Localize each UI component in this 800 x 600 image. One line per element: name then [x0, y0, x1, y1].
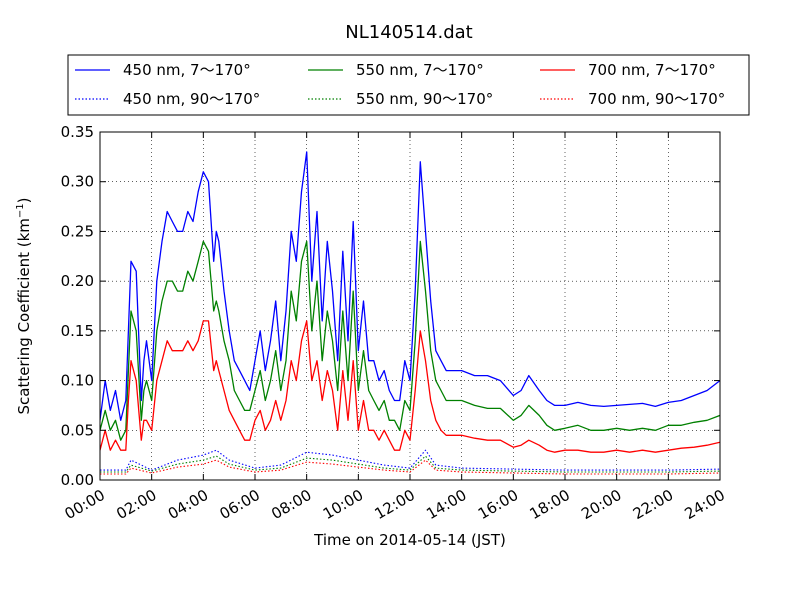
y-axis-title-main: Scattering Coefficient (km	[15, 218, 33, 414]
x-tick-label: 00:00	[62, 486, 108, 523]
y-tick-label: 0.20	[61, 272, 94, 290]
series-line-0	[100, 151, 720, 421]
y-axis-title-suffix: )	[15, 197, 33, 203]
y-tick-label: 0.00	[61, 471, 94, 489]
x-tick-label: 18:00	[527, 486, 573, 523]
legend-box	[67, 54, 750, 116]
y-axis-title-superscript: −1	[15, 203, 26, 218]
x-tick-label: 02:00	[113, 486, 159, 523]
series-line-2	[100, 320, 720, 453]
x-tick-label: 04:00	[165, 486, 211, 523]
x-tick-label: 14:00	[423, 486, 469, 523]
series-line-1	[100, 240, 720, 441]
x-tick-label: 22:00	[630, 486, 676, 523]
x-axis-title: Time on 2014-05-14 (JST)	[313, 531, 506, 549]
legend-label: 450 nm, 7～170°	[123, 61, 251, 79]
legend-label: 550 nm, 90～170°	[356, 90, 493, 108]
x-tick-label: 20:00	[578, 486, 624, 523]
y-tick-label: 0.15	[61, 322, 94, 340]
y-tick-label: 0.35	[61, 123, 94, 141]
x-tick-label: 08:00	[268, 486, 314, 523]
x-tick-label: 16:00	[475, 486, 521, 523]
y-tick-label: 0.10	[61, 372, 94, 390]
legend-label: 700 nm, 90～170°	[588, 90, 725, 108]
grid	[100, 132, 720, 480]
chart-title: NL140514.dat	[345, 22, 472, 43]
x-tick-label: 12:00	[372, 486, 418, 523]
y-tick-label: 0.25	[61, 222, 94, 240]
legend: 450 nm, 7～170° 550 nm, 7～170° 700 nm, 7～17…	[67, 54, 750, 116]
legend-label: 700 nm, 7～170°	[588, 61, 716, 79]
legend-label: 450 nm, 90～170°	[123, 90, 260, 108]
series-line-3	[100, 449, 720, 471]
series-layer	[100, 151, 720, 475]
x-tick-label: 06:00	[217, 486, 263, 523]
y-tick-label: 0.30	[61, 173, 94, 191]
legend-label: 550 nm, 7～170°	[356, 61, 484, 79]
y-tick-label: 0.05	[61, 421, 94, 439]
series-line-4	[100, 455, 720, 473]
x-tick-label: 10:00	[320, 486, 366, 523]
y-axis-title: Scattering Coefficient (km−1)	[15, 197, 33, 414]
x-tick-label: 24:00	[682, 486, 728, 523]
axis-ticks: 00:00 02:00 04:00 06:00 08:00 10:00 12:00 14:00…	[61, 123, 728, 523]
